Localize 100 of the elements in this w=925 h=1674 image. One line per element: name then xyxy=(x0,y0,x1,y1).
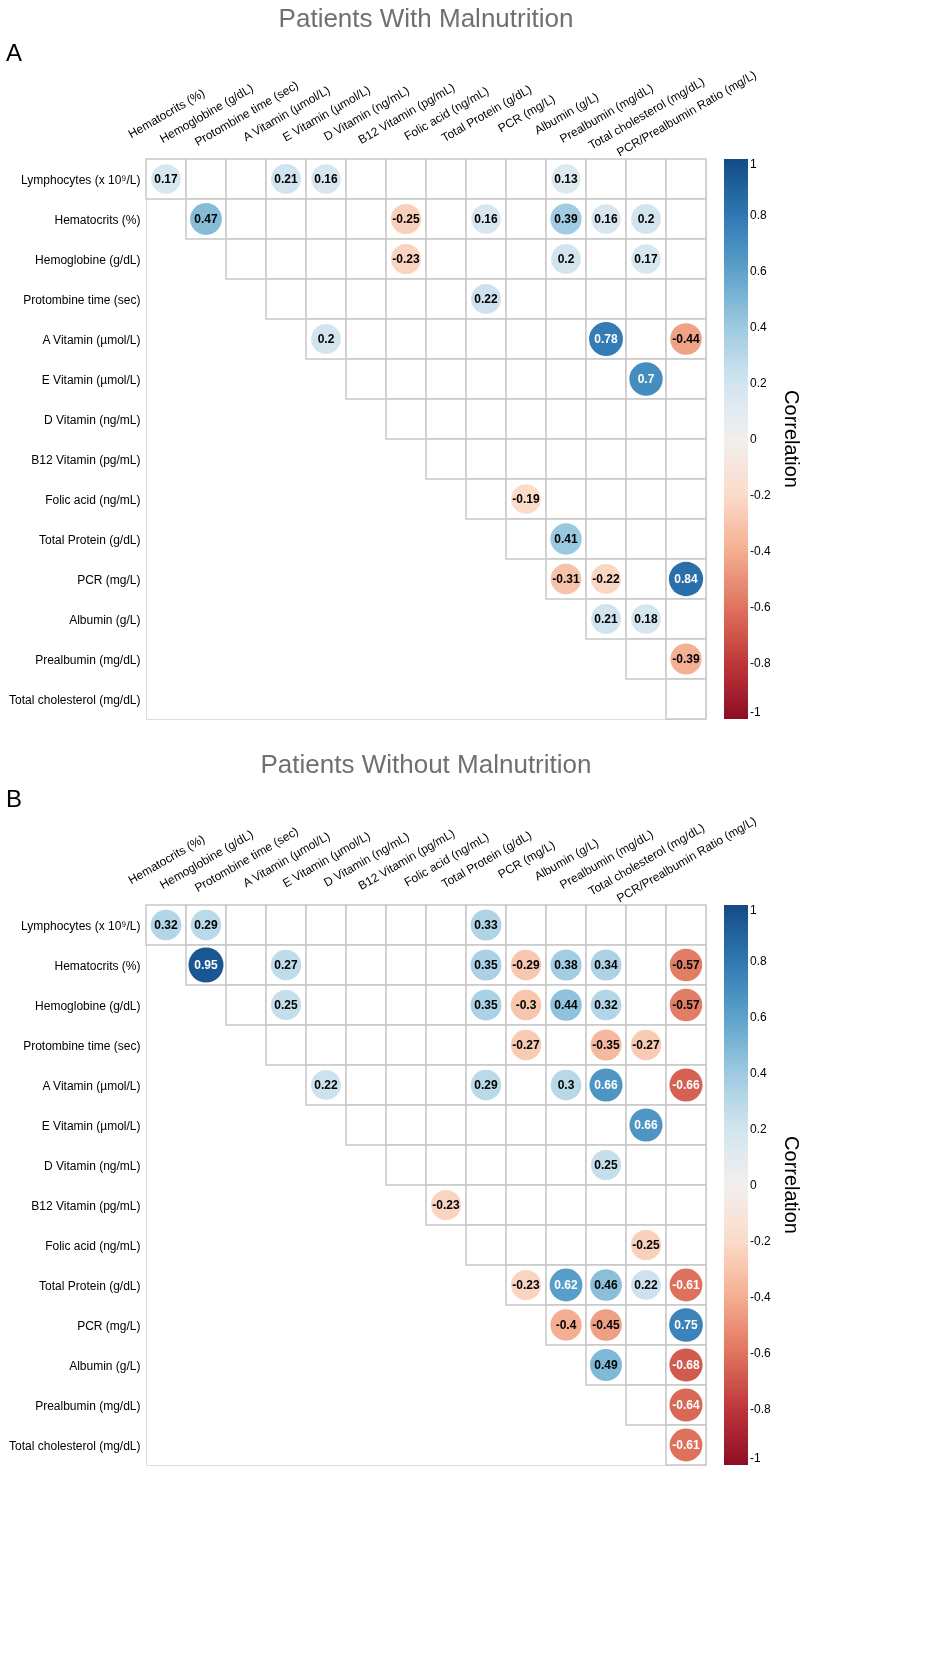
data-label: 0.33 xyxy=(474,918,498,932)
data-label: -0.57 xyxy=(672,958,700,972)
color-bar-label: -0.2 xyxy=(750,488,771,502)
y-tick-label: Protombine time (sec) xyxy=(23,292,141,307)
color-bar-title: Correlation xyxy=(781,1136,803,1234)
y-tick-label: Total cholesterol (mg/dL) xyxy=(9,692,141,707)
data-label: 0.16 xyxy=(594,212,618,226)
data-label: 0.22 xyxy=(634,1278,658,1292)
text: A xyxy=(6,39,23,66)
y-tick-label: Hematocrits (%) xyxy=(54,958,141,973)
data-label: -0.35 xyxy=(592,1038,620,1052)
data-label: -0.22 xyxy=(592,572,620,586)
chart-title: Patients With Malnutrition xyxy=(278,3,574,33)
data-label: 0.13 xyxy=(554,172,578,186)
data-label: 0.29 xyxy=(194,918,218,932)
data-label: 0.25 xyxy=(274,998,298,1012)
data-label: 0.35 xyxy=(474,958,498,972)
y-tick-label: A Vitamin (µmol/L) xyxy=(42,332,141,347)
y-tick-label: B12 Vitamin (pg/mL) xyxy=(31,452,141,467)
y-tick-label: Lymphocytes (x 10⁹/L) xyxy=(21,918,141,933)
color-bar-label: -1 xyxy=(750,1451,761,1465)
color-bar-label: -0.6 xyxy=(750,600,771,614)
y-tick-label: D Vitamin (ng/mL) xyxy=(44,1158,141,1173)
data-label: -0.45 xyxy=(592,1318,620,1332)
data-label: -0.25 xyxy=(392,212,420,226)
chart-title: Patients Without Malnutrition xyxy=(260,749,592,779)
data-label: 0.22 xyxy=(314,1078,338,1092)
color-bar-label: 0.4 xyxy=(750,1066,768,1080)
data-label: 0.27 xyxy=(274,958,298,972)
data-label: -0.64 xyxy=(672,1398,700,1412)
color-bar-label: 0.8 xyxy=(750,208,768,222)
color-bar-label: 0.6 xyxy=(750,264,768,278)
data-label: 0.66 xyxy=(594,1078,618,1092)
y-tick-label: Albumin (g/L) xyxy=(69,1358,141,1373)
data-label: 0.78 xyxy=(594,332,618,346)
y-tick-label: Hemoglobine (g/dL) xyxy=(35,998,141,1013)
y-tick-label: D Vitamin (ng/mL) xyxy=(44,412,141,427)
color-bar-label: -0.2 xyxy=(750,1234,771,1248)
color-bar-label: 0.2 xyxy=(750,1122,768,1136)
data-label: 0.47 xyxy=(194,212,218,226)
data-label: -0.25 xyxy=(632,1238,660,1252)
data-label: 0.44 xyxy=(554,998,578,1012)
data-label: -0.23 xyxy=(392,252,420,266)
data-label: 0.84 xyxy=(674,572,698,586)
data-label: 0.17 xyxy=(634,252,658,266)
y-tick-label: Prealbumin (mg/dL) xyxy=(35,652,141,667)
data-label: 0.2 xyxy=(637,212,655,226)
data-label: 0.46 xyxy=(594,1278,618,1292)
data-label: -0.66 xyxy=(672,1078,700,1092)
y-tick-label: Folic acid (ng/mL) xyxy=(45,1238,141,1253)
data-label: 0.95 xyxy=(194,958,218,972)
data-label: -0.27 xyxy=(512,1038,540,1052)
data-label: 0.35 xyxy=(474,998,498,1012)
data-label: 0.21 xyxy=(274,172,298,186)
color-bar-label: 0.8 xyxy=(750,954,768,968)
color-bar-label: -0.8 xyxy=(750,1402,771,1416)
data-label: 0.32 xyxy=(594,998,618,1012)
y-tick-label: Lymphocytes (x 10⁹/L) xyxy=(21,172,141,187)
data-label: -0.4 xyxy=(555,1318,577,1332)
data-label: -0.31 xyxy=(552,572,580,586)
color-bar-label: 0 xyxy=(750,1178,757,1192)
y-tick-label: Hemoglobine (g/dL) xyxy=(35,252,141,267)
y-tick-label: PCR (mg/L) xyxy=(77,572,141,587)
color-bar-label: -0.4 xyxy=(750,544,771,558)
color-bar-label: 0.4 xyxy=(750,320,768,334)
color-bar-label: -1 xyxy=(750,705,761,719)
data-label: 0.34 xyxy=(594,958,618,972)
data-label: -0.23 xyxy=(512,1278,540,1292)
y-tick-label: E Vitamin (µmol/L) xyxy=(41,1118,141,1133)
color-bar-label: 1 xyxy=(750,157,757,171)
y-tick-label: A Vitamin (µmol/L) xyxy=(42,1078,141,1093)
data-label: -0.39 xyxy=(672,652,700,666)
data-label: 0.41 xyxy=(554,532,578,546)
data-label: 0.38 xyxy=(554,958,578,972)
data-label: 0.66 xyxy=(634,1118,658,1132)
data-label: -0.61 xyxy=(672,1278,700,1292)
data-label: 0.39 xyxy=(554,212,578,226)
data-label: -0.57 xyxy=(672,998,700,1012)
data-label: -0.27 xyxy=(632,1038,660,1052)
color-bar-label: 1 xyxy=(750,903,757,917)
data-label: 0.3 xyxy=(557,1078,575,1092)
data-label: 0.16 xyxy=(474,212,498,226)
data-label: 0.21 xyxy=(594,612,618,626)
y-tick-label: Folic acid (ng/mL) xyxy=(45,492,141,507)
text: B xyxy=(6,785,23,812)
data-label: -0.23 xyxy=(432,1198,460,1212)
color-bar-label: 0 xyxy=(750,432,757,446)
y-tick-label: Hematocrits (%) xyxy=(54,212,141,227)
data-label: 0.29 xyxy=(474,1078,498,1092)
color-bar-label: -0.8 xyxy=(750,656,771,670)
color-bar-title: Correlation xyxy=(781,390,803,488)
data-label: 0.2 xyxy=(557,252,575,266)
data-label: 0.25 xyxy=(594,1158,618,1172)
color-bar-label: -0.4 xyxy=(750,1290,771,1304)
data-label: -0.68 xyxy=(672,1358,700,1372)
color-bar-label: -0.6 xyxy=(750,1346,771,1360)
data-label: 0.2 xyxy=(317,332,335,346)
data-label: 0.62 xyxy=(554,1278,578,1292)
color-bar-label: 0.2 xyxy=(750,376,768,390)
y-tick-label: Albumin (g/L) xyxy=(69,612,141,627)
